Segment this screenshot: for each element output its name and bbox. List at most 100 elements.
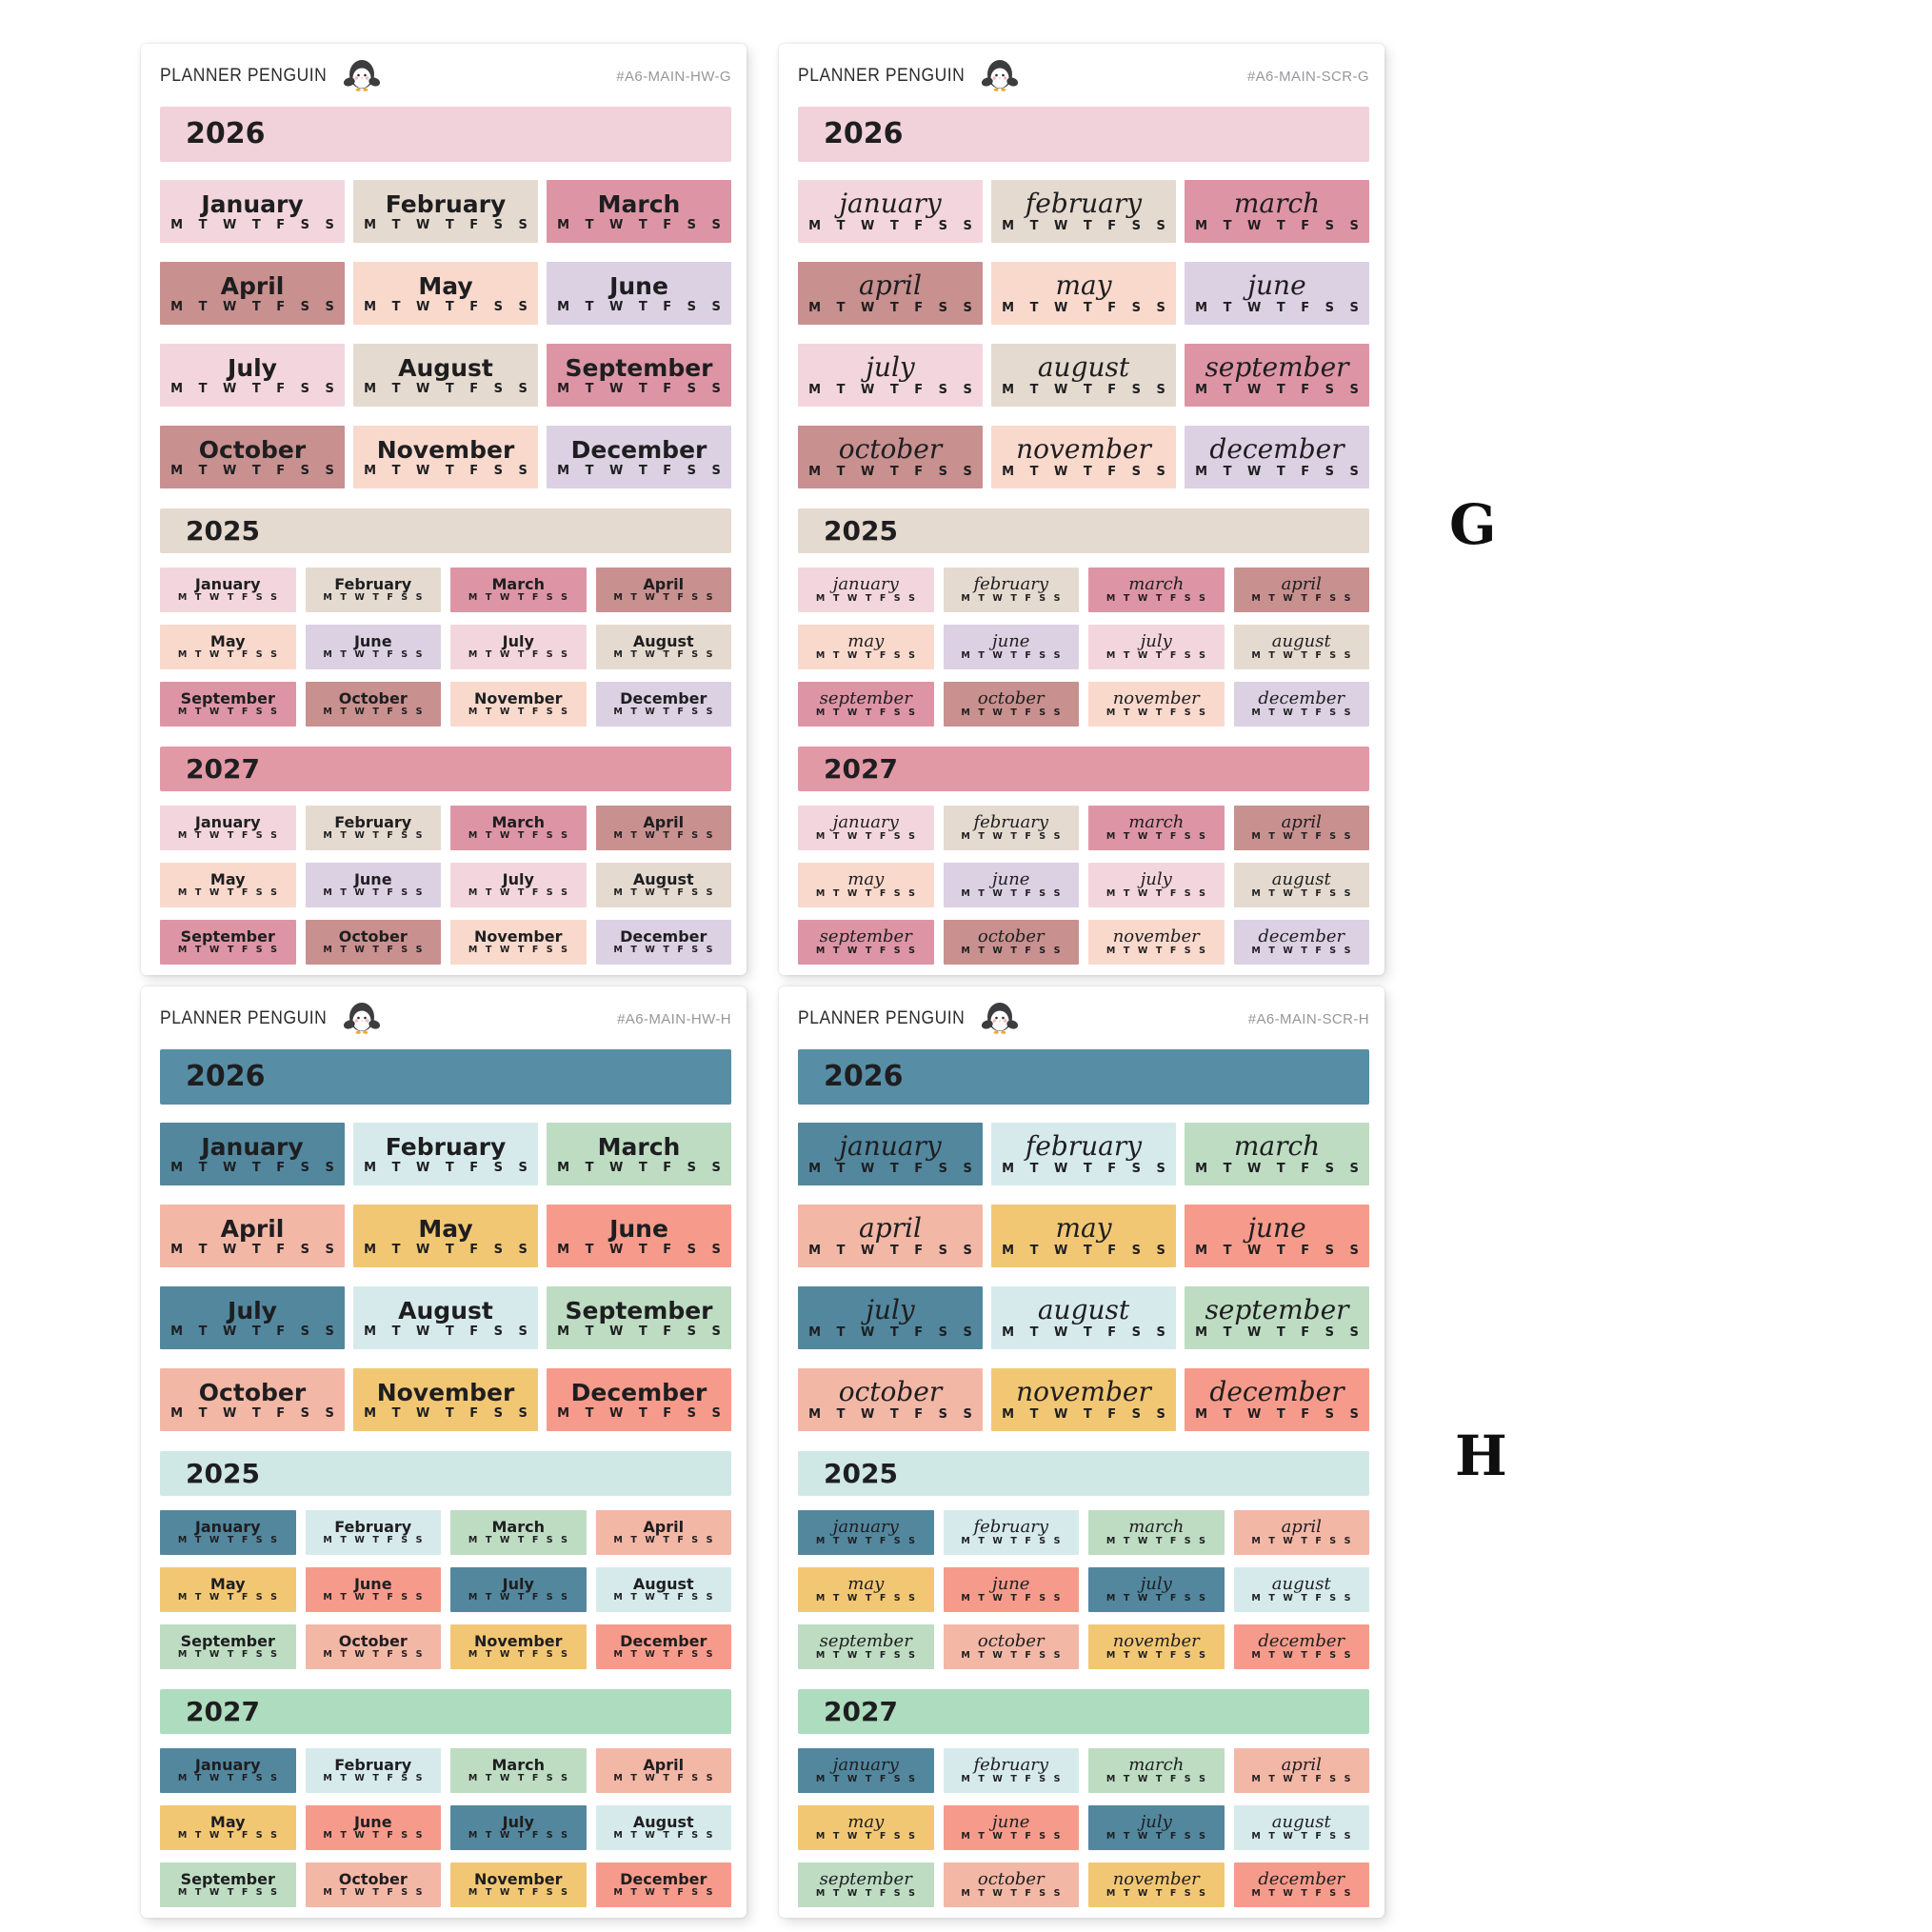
weekday-row: M T W T F S S bbox=[815, 1593, 918, 1604]
brand-name: PLANNER PENGUIN bbox=[160, 1008, 328, 1028]
month-name: February bbox=[334, 1756, 412, 1775]
month-sticker: April M T W T F S S bbox=[595, 1748, 731, 1793]
month-name: march bbox=[1128, 1755, 1185, 1776]
month-sticker: december M T W T F S S bbox=[1233, 1862, 1369, 1907]
weekday-row: M T W T F S S bbox=[1002, 1244, 1171, 1258]
weekday-row: M T W T F S S bbox=[557, 217, 727, 232]
month-sticker: september M T W T F S S bbox=[798, 682, 934, 727]
month-name: november bbox=[1112, 688, 1200, 709]
weekday-row: M T W T F S S bbox=[1251, 1774, 1354, 1785]
month-sticker: may M T W T F S S bbox=[798, 1805, 934, 1850]
year-label: 2026 bbox=[824, 117, 904, 150]
month-sticker: november M T W T F S S bbox=[991, 1368, 1176, 1431]
month-grid-2025: January M T W T F S S February M T W T F S … bbox=[160, 1510, 731, 1669]
month-sticker: January M T W T F S S bbox=[160, 1510, 296, 1555]
weekday-row: M T W T F S S bbox=[815, 1888, 918, 1900]
penguin-icon bbox=[343, 1001, 381, 1037]
month-name: July bbox=[502, 632, 534, 651]
month-sticker: March M T W T F S S bbox=[450, 568, 587, 612]
month-name: September bbox=[565, 1296, 713, 1325]
month-name: October bbox=[338, 689, 408, 708]
month-name: March bbox=[491, 813, 545, 832]
weekday-row: M T W T F S S bbox=[1105, 1650, 1208, 1662]
weekday-row: M T W T F S S bbox=[808, 383, 978, 397]
month-sticker: february M T W T F S S bbox=[991, 1123, 1176, 1185]
weekday-row: M T W T F S S bbox=[613, 1773, 716, 1784]
month-name: january bbox=[839, 1130, 942, 1162]
month-sticker: july M T W T F S S bbox=[798, 1286, 983, 1349]
month-name: June bbox=[353, 1813, 392, 1832]
month-name: august bbox=[1037, 1294, 1130, 1325]
month-name: july bbox=[1140, 1812, 1172, 1833]
month-sticker: august M T W T F S S bbox=[1233, 1805, 1369, 1850]
weekday-row: M T W T F S S bbox=[1105, 593, 1208, 605]
weekday-row: M T W T F S S bbox=[808, 1244, 978, 1258]
weekday-row: M T W T F S S bbox=[177, 830, 280, 842]
month-sticker: October M T W T F S S bbox=[160, 426, 345, 488]
month-name: April bbox=[220, 271, 285, 300]
weekday-row: M T W T F S S bbox=[1251, 707, 1354, 719]
month-sticker: april M T W T F S S bbox=[1233, 1748, 1369, 1793]
month-name: July bbox=[502, 1575, 534, 1594]
weekday-row: M T W T F S S bbox=[613, 830, 716, 842]
month-name: May bbox=[209, 1575, 246, 1594]
month-name: july bbox=[1140, 631, 1172, 652]
weekday-row: M T W T F S S bbox=[1195, 465, 1364, 479]
month-name: december bbox=[1258, 1631, 1345, 1652]
month-sticker: June M T W T F S S bbox=[547, 262, 731, 325]
weekday-row: M T W T F S S bbox=[961, 593, 1064, 605]
month-name: february bbox=[973, 1517, 1049, 1538]
month-sticker: May M T W T F S S bbox=[160, 1805, 296, 1850]
year-banner-2025: 2025 bbox=[798, 508, 1369, 553]
weekday-row: M T W T F S S bbox=[468, 592, 570, 604]
weekday-row: M T W T F S S bbox=[815, 946, 918, 957]
weekday-row: M T W T F S S bbox=[468, 830, 570, 842]
month-name: july bbox=[866, 1294, 915, 1325]
month-sticker: november M T W T F S S bbox=[1088, 1624, 1225, 1669]
weekday-row: M T W T F S S bbox=[1105, 650, 1208, 662]
month-sticker: August M T W T F S S bbox=[595, 863, 731, 907]
year-label: 2026 bbox=[186, 117, 266, 150]
month-sticker: july M T W T F S S bbox=[1088, 1805, 1225, 1850]
weekday-row: M T W T F S S bbox=[1105, 831, 1208, 843]
month-name: may bbox=[847, 1574, 885, 1595]
month-sticker: February M T W T F S S bbox=[305, 568, 441, 612]
month-name: April bbox=[220, 1214, 285, 1243]
month-sticker: june M T W T F S S bbox=[943, 863, 1079, 907]
month-sticker: December M T W T F S S bbox=[595, 682, 731, 727]
month-sticker: February M T W T F S S bbox=[305, 806, 441, 850]
month-sticker: july M T W T F S S bbox=[1088, 1567, 1225, 1612]
weekday-row: M T W T F S S bbox=[323, 1649, 426, 1661]
month-sticker: July M T W T F S S bbox=[450, 863, 587, 907]
weekday-row: M T W T F S S bbox=[364, 381, 533, 396]
month-sticker: august M T W T F S S bbox=[1233, 625, 1369, 669]
month-name: november bbox=[1112, 1869, 1200, 1890]
weekday-row: M T W T F S S bbox=[468, 1773, 570, 1784]
month-sticker: December M T W T F S S bbox=[595, 920, 731, 965]
month-name: December bbox=[570, 1378, 707, 1406]
year-label: 2027 bbox=[186, 1695, 260, 1727]
weekday-row: M T W T F S S bbox=[815, 1650, 918, 1662]
weekday-row: M T W T F S S bbox=[177, 707, 280, 718]
month-sticker: july M T W T F S S bbox=[1088, 863, 1225, 907]
month-name: September bbox=[180, 1632, 275, 1651]
month-name: June bbox=[609, 1214, 668, 1243]
month-sticker: November M T W T F S S bbox=[450, 682, 587, 727]
month-sticker: August M T W T F S S bbox=[595, 625, 731, 669]
month-sticker: March M T W T F S S bbox=[547, 1123, 731, 1185]
weekday-row: M T W T F S S bbox=[1251, 946, 1354, 957]
month-sticker: December M T W T F S S bbox=[595, 1624, 731, 1669]
year-label: 2025 bbox=[186, 514, 260, 547]
month-sticker: december M T W T F S S bbox=[1185, 426, 1369, 488]
brand-name: PLANNER PENGUIN bbox=[798, 66, 966, 86]
month-name: November bbox=[473, 927, 563, 946]
month-sticker: April M T W T F S S bbox=[160, 262, 345, 325]
month-name: January bbox=[194, 1756, 261, 1775]
month-name: august bbox=[1271, 869, 1331, 890]
penguin-icon bbox=[981, 1001, 1019, 1037]
month-grid-2026: january M T W T F S S february M T W T F S … bbox=[798, 1123, 1369, 1431]
month-name: December bbox=[620, 927, 707, 946]
month-name: july bbox=[866, 351, 915, 383]
weekday-row: M T W T F S S bbox=[323, 649, 426, 661]
month-name: October bbox=[198, 435, 307, 464]
